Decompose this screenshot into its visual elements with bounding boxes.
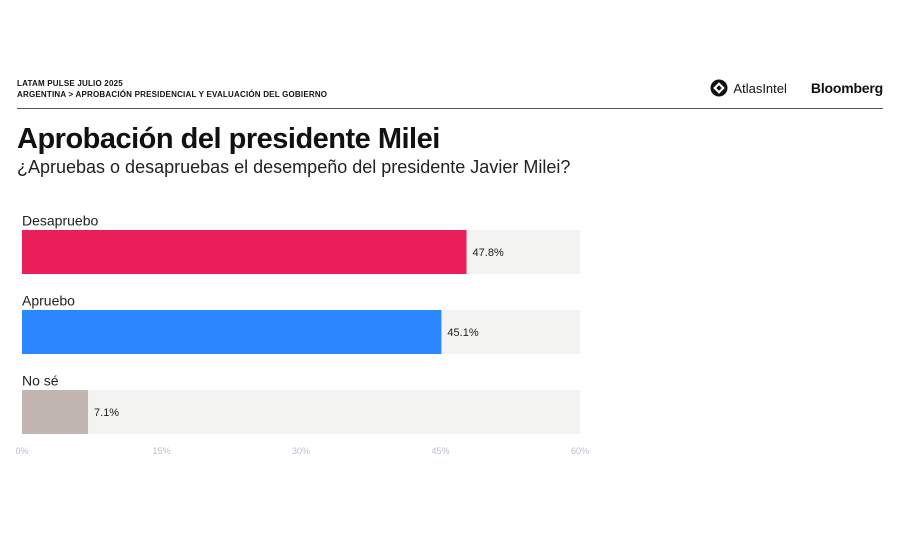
x-tick-label: 60%	[571, 446, 589, 456]
logos: AtlasIntel Bloomberg	[710, 79, 883, 97]
header-divider	[17, 108, 883, 109]
bar-no-se	[22, 390, 89, 434]
atlasintel-wordmark: AtlasIntel	[733, 80, 787, 96]
value-label-no-se: 7.1%	[94, 407, 119, 419]
x-tick-label: 15%	[152, 446, 170, 456]
value-label-apruebo: 45.1%	[447, 327, 478, 339]
x-tick-label: 30%	[292, 446, 310, 456]
bar-track-no-se	[22, 390, 580, 434]
kicker-breadcrumb: ARGENTINA > APROBACIÓN PRESIDENCIAL Y EV…	[17, 90, 328, 99]
kicker-report-name: LATAM PULSE JULIO 2025	[17, 79, 123, 88]
bar-label-no-se: No sé	[22, 373, 59, 389]
atlasintel-logo: AtlasIntel	[710, 79, 787, 97]
atlasintel-icon	[710, 79, 728, 97]
bar-apruebo	[22, 310, 442, 354]
bar-label-apruebo: Apruebo	[22, 293, 75, 309]
bloomberg-logo: Bloomberg	[810, 80, 883, 96]
bar-label-desapruebo: Desapruebo	[22, 213, 98, 229]
chart-title: Aprobación del presidente Milei	[17, 123, 440, 155]
x-tick-label: 0%	[15, 446, 28, 456]
x-tick-label: 45%	[431, 446, 449, 456]
chart-subtitle: ¿Apruebas o desapruebas el desempeño del…	[17, 157, 571, 177]
value-label-desapruebo: 47.8%	[473, 247, 504, 259]
bar-desapruebo	[22, 230, 467, 274]
report-header: LATAM PULSE JULIO 2025 ARGENTINA > APROB…	[17, 78, 327, 100]
